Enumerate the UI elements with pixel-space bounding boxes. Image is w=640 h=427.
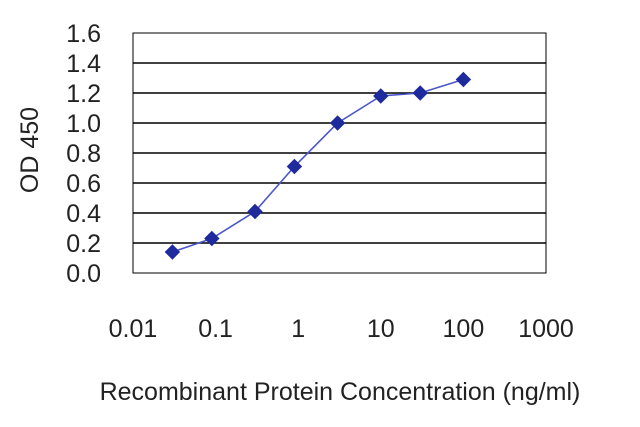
y-tick-label: 0.6: [66, 170, 101, 198]
y-axis: 0.00.20.40.60.81.01.21.41.6: [66, 20, 101, 288]
data-point: [329, 115, 346, 131]
y-tick-label: 1.6: [66, 20, 101, 48]
x-tick-label: 0.1: [198, 315, 233, 343]
x-tick-label: 100: [443, 315, 485, 343]
series-points: [164, 71, 472, 260]
data-point: [247, 203, 263, 220]
data-point: [373, 88, 389, 104]
y-tick-label: 0.8: [66, 140, 101, 168]
y-tick-label: 0.4: [66, 200, 101, 228]
data-point: [412, 85, 428, 101]
y-axis-title: OD 450: [16, 107, 44, 193]
y-tick-label: 0.2: [66, 230, 101, 258]
y-tick-label: 1.2: [66, 80, 101, 108]
data-point: [164, 244, 181, 260]
x-tick-label: 0.01: [109, 315, 158, 343]
x-tick-label: 1000: [518, 315, 574, 343]
y-tick-label: 0.0: [66, 260, 101, 288]
x-axis-title: Recombinant Protein Concentration (ng/ml…: [100, 378, 581, 406]
x-axis: 0.01 0.1 1 10 100 1000: [109, 315, 574, 343]
y-tick-label: 1.0: [66, 110, 101, 138]
data-point: [204, 230, 220, 247]
x-tick-label: 1: [291, 315, 305, 343]
data-point: [455, 71, 472, 88]
data-point: [286, 158, 303, 175]
y-tick-label: 1.4: [66, 50, 101, 78]
x-tick-label: 10: [367, 315, 395, 343]
